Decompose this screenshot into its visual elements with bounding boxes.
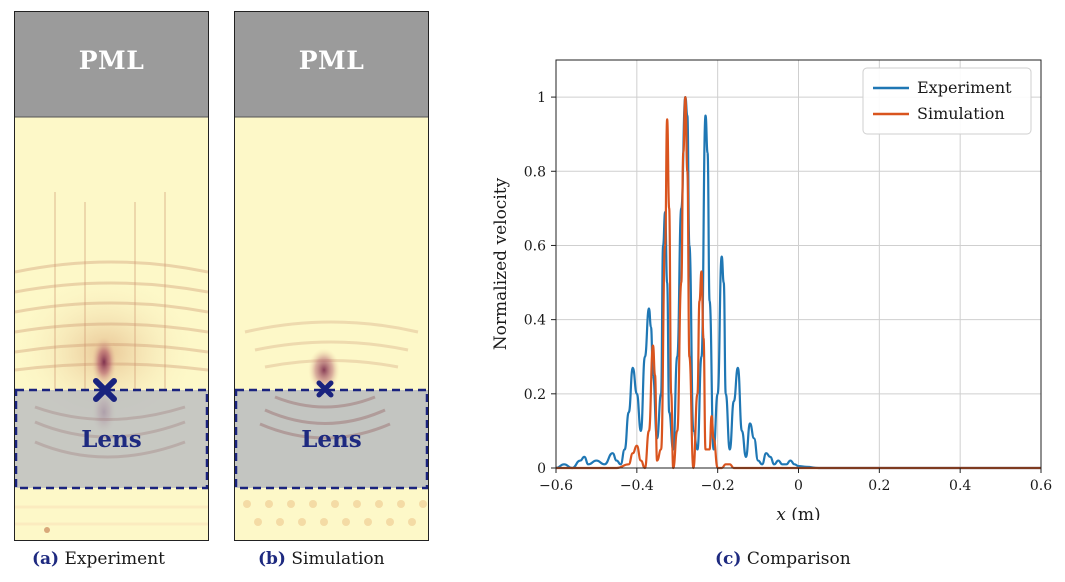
x-tick-label: 0.6 (1030, 478, 1052, 494)
x-axis-label: x (m) (776, 505, 820, 520)
x-axis-variable: x (776, 505, 786, 520)
x-tick-label: 0.4 (949, 478, 971, 494)
x-tick-label: −0.4 (620, 478, 654, 494)
series-line-experiment (555, 95, 1041, 470)
x-tick-label: 0.2 (868, 478, 890, 494)
caption-text: Comparison (746, 549, 851, 569)
legend-box (862, 67, 1032, 135)
caption-tag: (a) (32, 549, 60, 569)
lens-label: Lens (81, 426, 142, 453)
caption-text: Simulation (291, 549, 385, 569)
caption-c: (c) Comparison (715, 549, 851, 569)
caption-tag: (b) (258, 549, 286, 569)
lens-region (235, 390, 428, 488)
pml-label: PML (78, 46, 145, 75)
lens-label: Lens (301, 426, 362, 453)
comparison-chart: −0.6 −0.4 −0.2 0 0.2 0.4 0.6 0 0.2 0.4 0.6 0.8 1 Nor… (491, 59, 1052, 520)
y-tick-label: 1 (537, 90, 546, 106)
y-tick-label: 0.2 (524, 387, 546, 403)
ticks: −0.6 −0.4 −0.2 0 0.2 0.4 0.6 0 0.2 0.4 0.6 0.8 1 (524, 90, 1052, 494)
field-map-experiment (15, 12, 208, 540)
x-tick-label: 0 (794, 478, 803, 494)
field-panel-experiment: PML Lens (14, 11, 209, 541)
y-tick-label: 0 (537, 461, 546, 477)
field-map-simulation (235, 12, 428, 540)
y-tick-label: 0.4 (524, 313, 546, 329)
lens-region (15, 390, 208, 488)
source-marker-icon (316, 380, 334, 398)
pml-region (235, 12, 428, 117)
pml-label: PML (298, 46, 365, 75)
legend-label: Simulation (917, 104, 1005, 123)
y-tick-label: 0.8 (524, 164, 546, 180)
caption-tag: (c) (715, 549, 742, 569)
x-tick-label: −0.6 (539, 478, 573, 494)
source-marker-icon (93, 378, 117, 402)
caption-b: (b) Simulation (258, 549, 385, 569)
caption-text: Experiment (64, 549, 165, 569)
legend: Experiment Simulation (862, 67, 1032, 135)
x-axis-unit: (m) (786, 505, 821, 520)
caption-a: (a) Experiment (32, 549, 165, 569)
x-tick-label: −0.2 (701, 478, 735, 494)
y-tick-label: 0.6 (524, 238, 546, 254)
pml-region (15, 12, 208, 117)
y-axis-label: Normalized velocity (491, 177, 511, 350)
legend-label: Experiment (917, 78, 1012, 97)
field-panel-simulation: PML Lens (234, 11, 429, 541)
